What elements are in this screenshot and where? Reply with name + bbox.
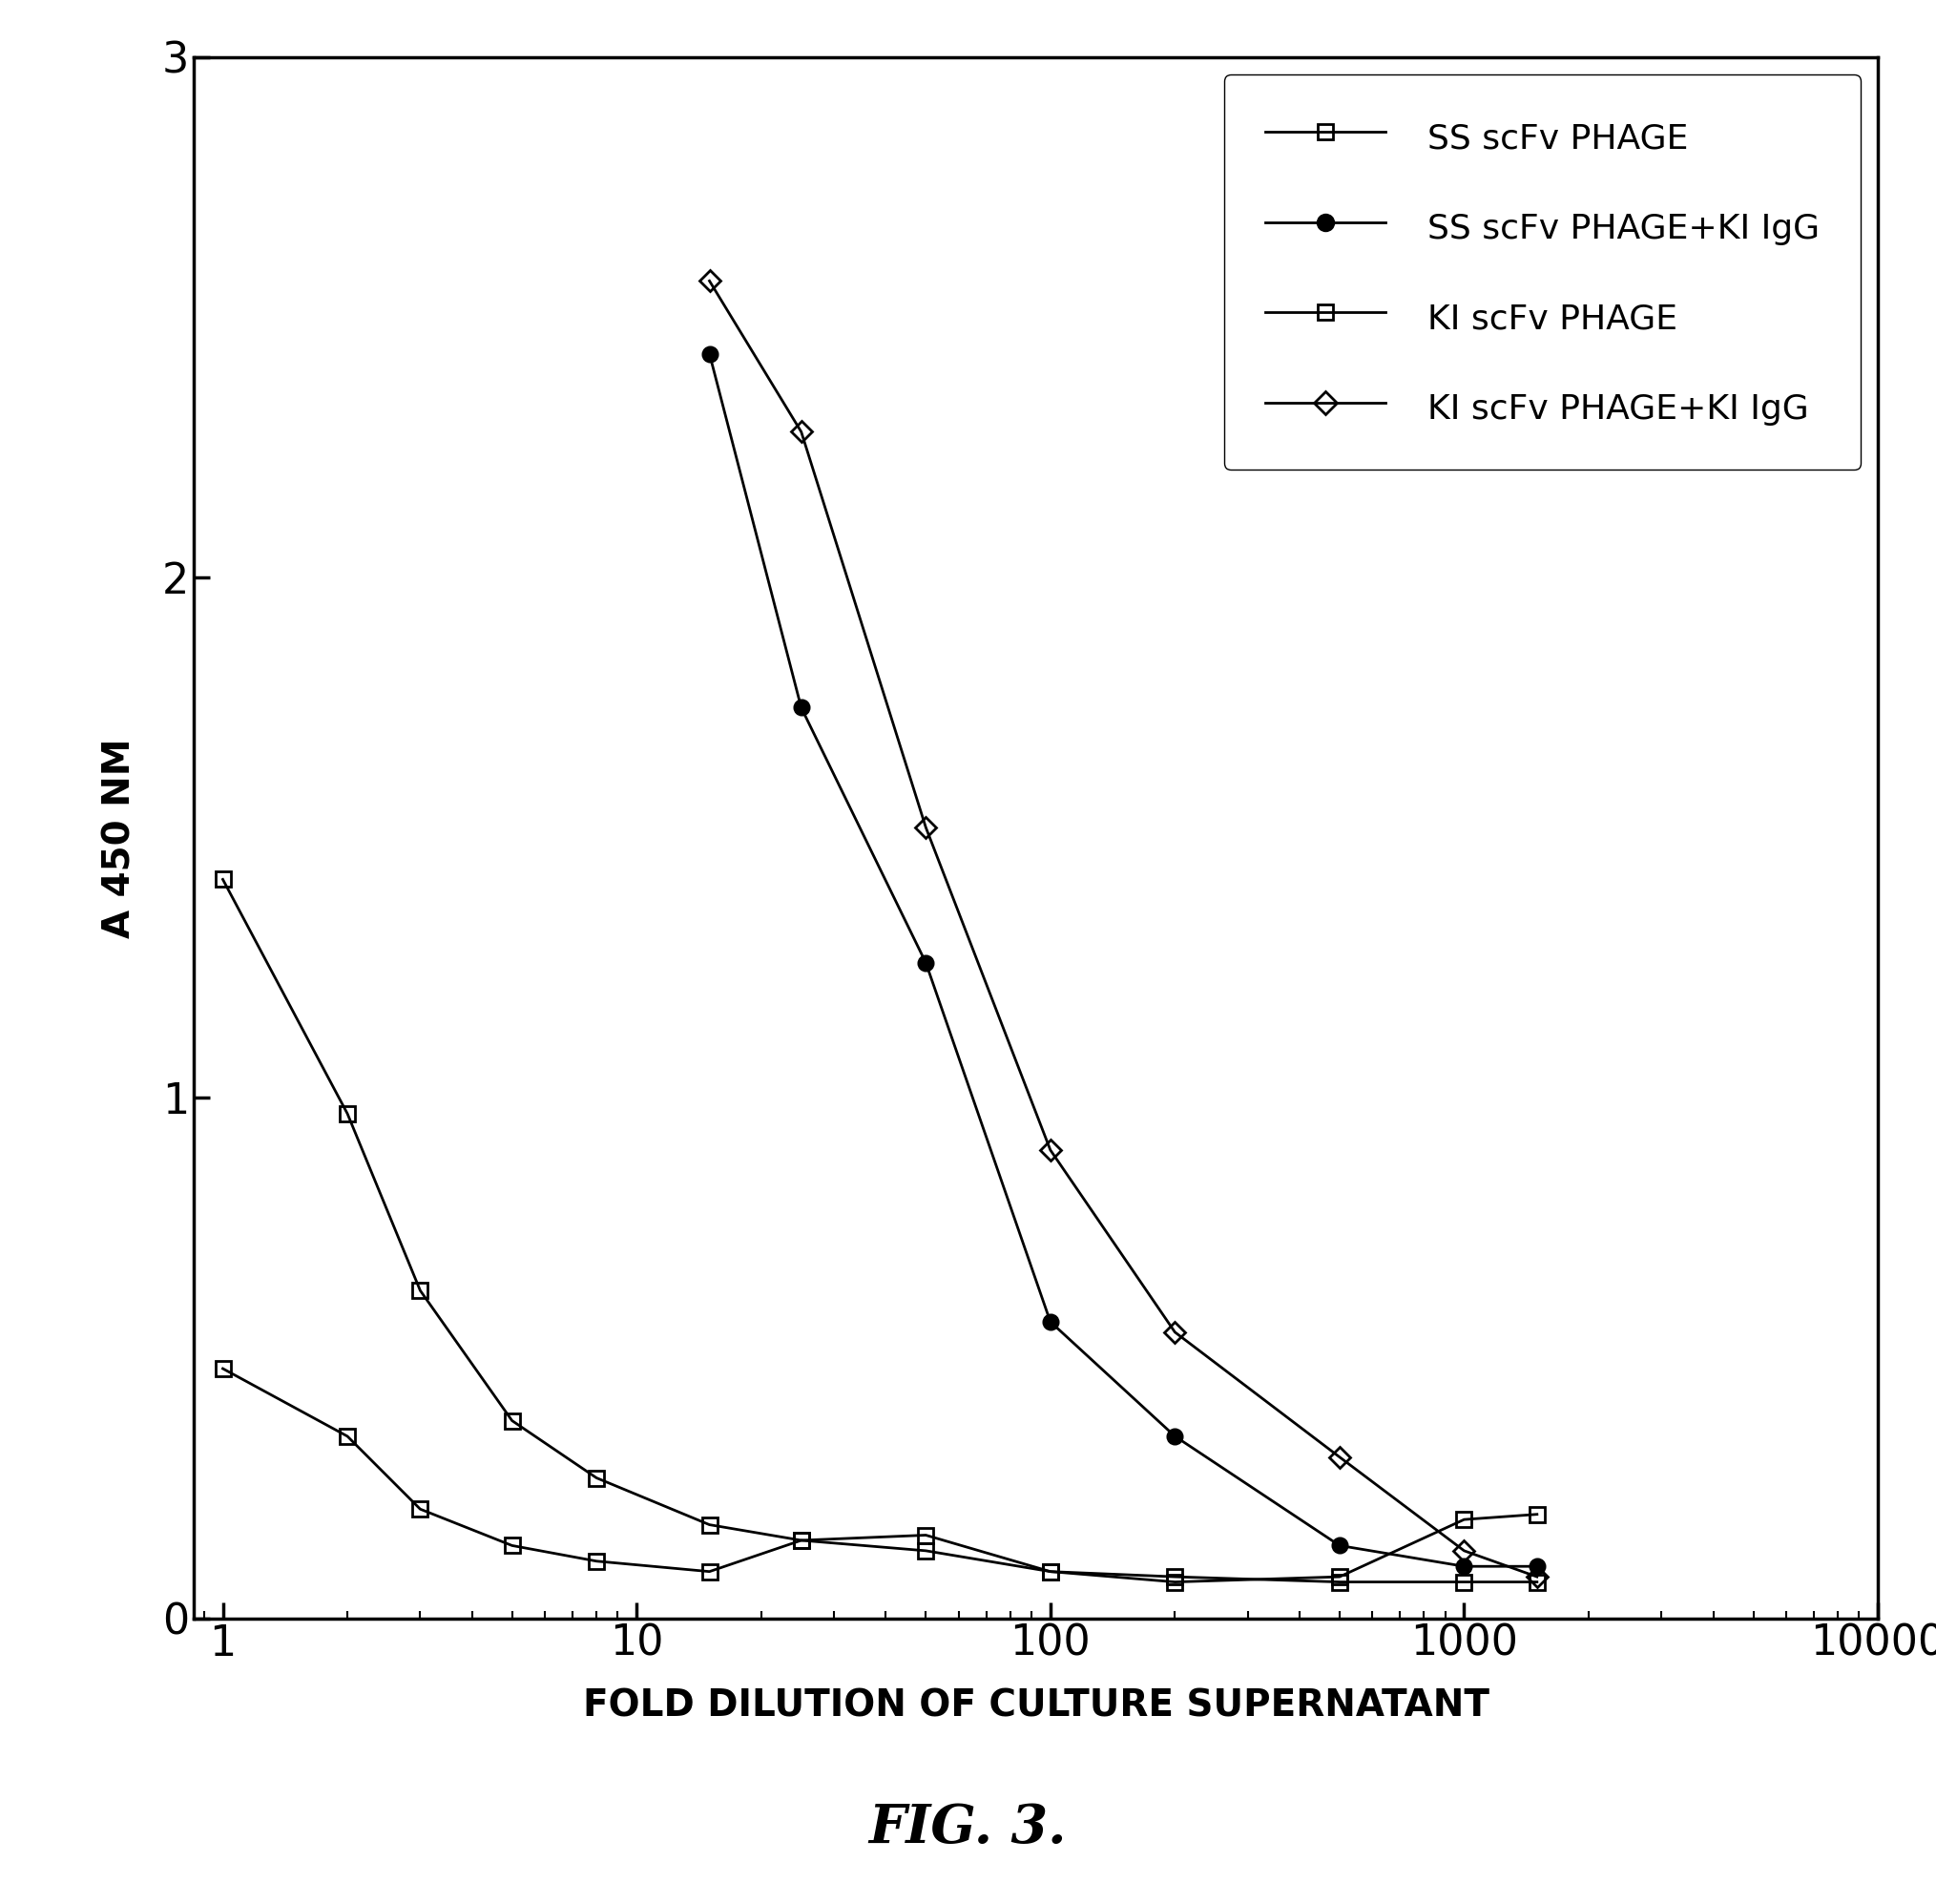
SS scFv PHAGE <box>408 1279 432 1302</box>
KI scFv PHAGE <box>408 1498 432 1521</box>
Line: SS scFv PHAGE: SS scFv PHAGE <box>215 872 1545 1590</box>
SS scFv PHAGE <box>335 1102 358 1125</box>
KI scFv PHAGE+KI IgG <box>1526 1565 1549 1588</box>
Legend: SS scFv PHAGE, SS scFv PHAGE+KI IgG, KI scFv PHAGE, KI scFv PHAGE+KI IgG: SS scFv PHAGE, SS scFv PHAGE+KI IgG, KI … <box>1224 74 1860 470</box>
Line: SS scFv PHAGE+KI IgG: SS scFv PHAGE+KI IgG <box>703 347 1545 1573</box>
X-axis label: FOLD DILUTION OF CULTURE SUPERNATANT: FOLD DILUTION OF CULTURE SUPERNATANT <box>583 1689 1489 1725</box>
SS scFv PHAGE+KI IgG <box>1452 1556 1475 1578</box>
SS scFv PHAGE <box>697 1514 720 1537</box>
KI scFv PHAGE <box>790 1529 813 1552</box>
KI scFv PHAGE <box>499 1535 523 1557</box>
KI scFv PHAGE <box>585 1550 608 1573</box>
Line: KI scFv PHAGE: KI scFv PHAGE <box>215 1361 1545 1590</box>
SS scFv PHAGE+KI IgG <box>1328 1535 1351 1557</box>
KI scFv PHAGE <box>335 1424 358 1447</box>
SS scFv PHAGE+KI IgG <box>1040 1310 1063 1333</box>
SS scFv PHAGE <box>211 868 234 891</box>
SS scFv PHAGE+KI IgG <box>914 952 937 975</box>
SS scFv PHAGE <box>790 1529 813 1552</box>
SS scFv PHAGE+KI IgG <box>1164 1424 1187 1447</box>
KI scFv PHAGE+KI IgG <box>1164 1321 1187 1344</box>
KI scFv PHAGE <box>697 1559 720 1582</box>
KI scFv PHAGE+KI IgG <box>1328 1445 1351 1468</box>
SS scFv PHAGE <box>1328 1571 1351 1594</box>
SS scFv PHAGE <box>1452 1571 1475 1594</box>
Y-axis label: A 450 NM: A 450 NM <box>103 737 137 939</box>
Text: FIG. 3.: FIG. 3. <box>869 1801 1067 1854</box>
KI scFv PHAGE <box>914 1523 937 1546</box>
SS scFv PHAGE+KI IgG <box>697 343 720 366</box>
KI scFv PHAGE <box>1526 1502 1549 1525</box>
KI scFv PHAGE+KI IgG <box>914 817 937 840</box>
Line: KI scFv PHAGE+KI IgG: KI scFv PHAGE+KI IgG <box>703 274 1545 1584</box>
KI scFv PHAGE <box>1164 1571 1187 1594</box>
KI scFv PHAGE <box>1328 1565 1351 1588</box>
KI scFv PHAGE <box>211 1358 234 1380</box>
SS scFv PHAGE <box>1526 1571 1549 1594</box>
KI scFv PHAGE <box>1452 1508 1475 1531</box>
KI scFv PHAGE+KI IgG <box>1040 1139 1063 1161</box>
SS scFv PHAGE+KI IgG <box>790 697 813 720</box>
SS scFv PHAGE <box>499 1409 523 1432</box>
SS scFv PHAGE+KI IgG <box>1526 1556 1549 1578</box>
KI scFv PHAGE+KI IgG <box>1452 1538 1475 1561</box>
KI scFv PHAGE+KI IgG <box>790 421 813 444</box>
KI scFv PHAGE+KI IgG <box>697 270 720 293</box>
KI scFv PHAGE <box>1040 1559 1063 1582</box>
SS scFv PHAGE <box>1040 1559 1063 1582</box>
SS scFv PHAGE <box>914 1538 937 1561</box>
SS scFv PHAGE <box>585 1466 608 1489</box>
SS scFv PHAGE <box>1164 1565 1187 1588</box>
